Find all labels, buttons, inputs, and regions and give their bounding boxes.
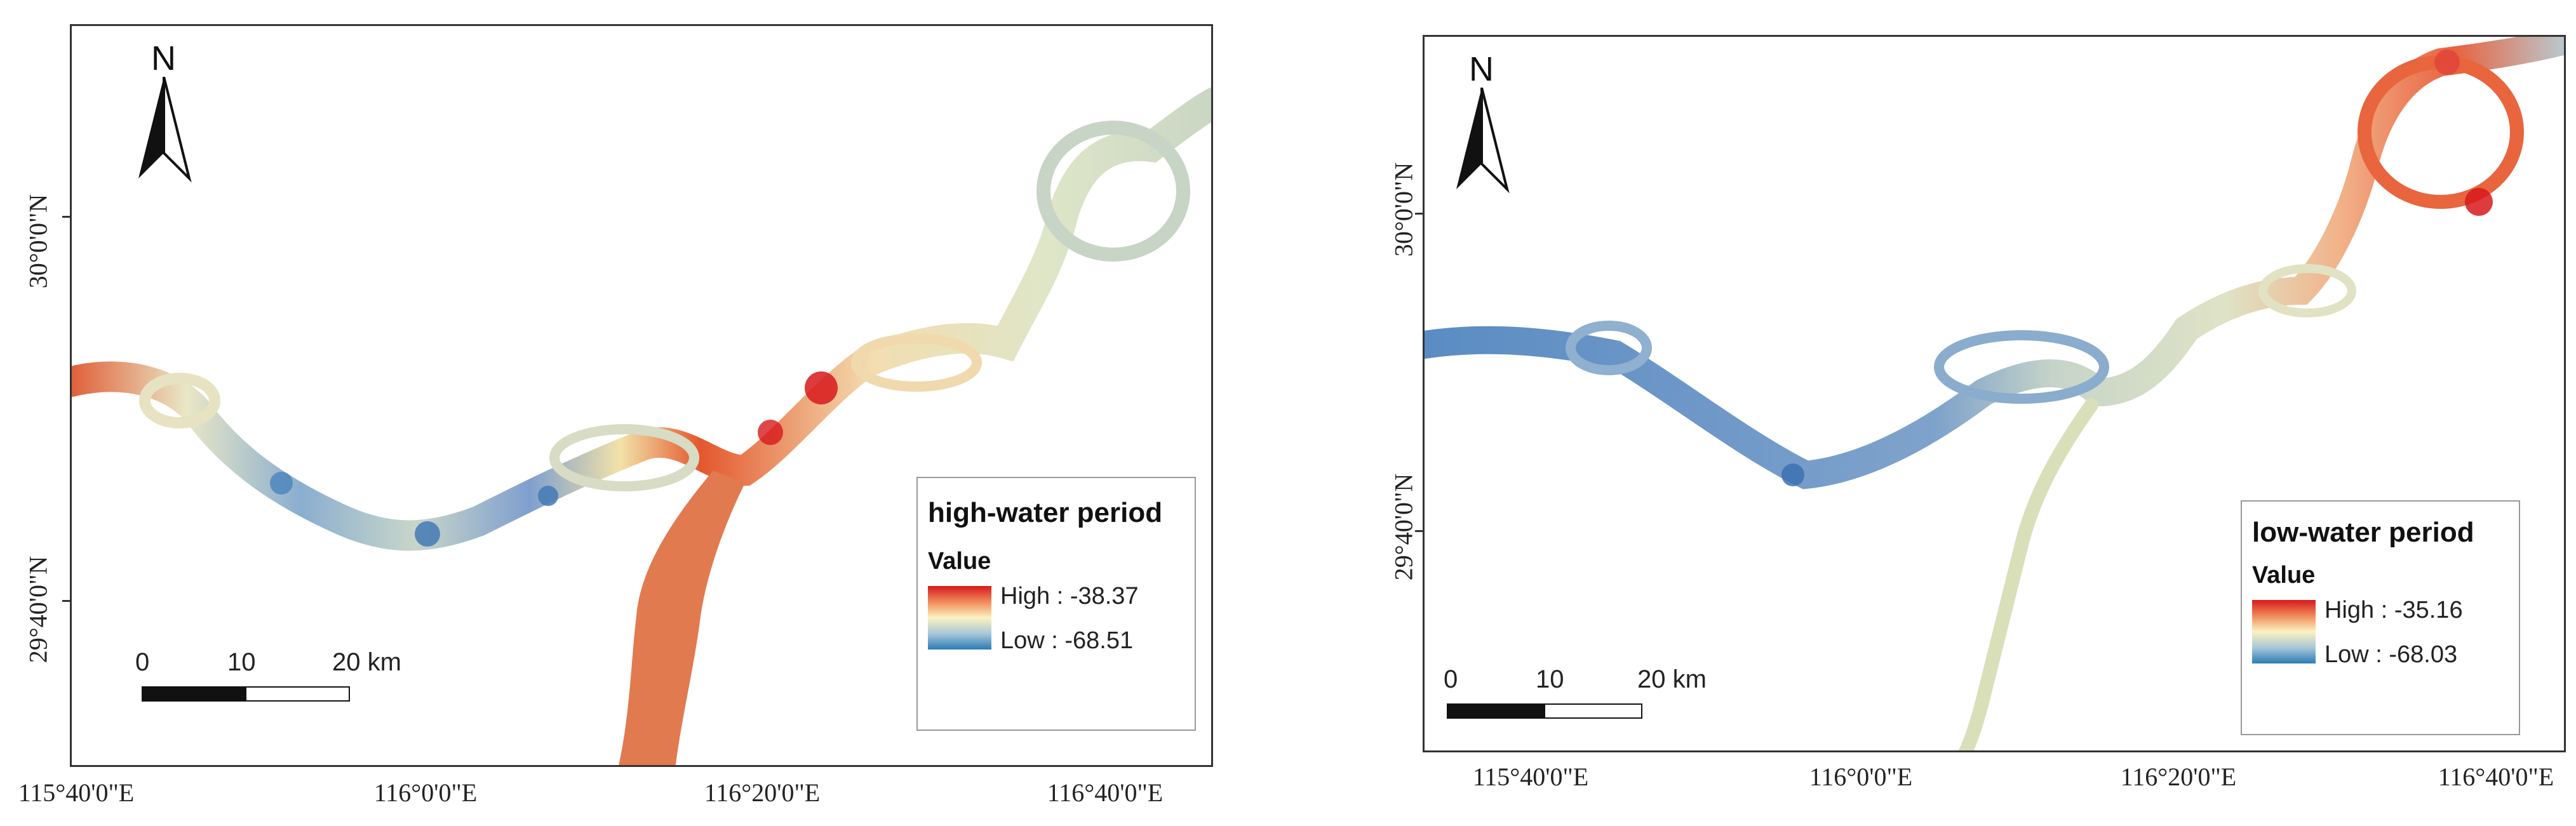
river-map-canvas (1425, 37, 2564, 750)
scale-label-0: 0 (1444, 665, 1458, 693)
low-value-spot (415, 521, 440, 547)
legend: high-water period Value High : -38.37 Lo… (916, 477, 1196, 731)
river-island (2258, 264, 2356, 317)
high-water-map-panel: N high-water period Value High : -38.37 … (0, 0, 1213, 826)
legend-value-label: Value (2252, 562, 2316, 589)
y-tickmark (62, 216, 71, 218)
y-tick-29-40N: 29°40'0"N (1389, 473, 1418, 581)
low-value-spot (1781, 463, 1804, 486)
high-value-spot (758, 420, 783, 445)
x-tick-115-40E: 115°40'0"E (1472, 763, 1589, 791)
x-tick-115-40E: 115°40'0"E (18, 778, 135, 807)
map-frame: N low-water period Value High : -35.16 L… (1423, 35, 2566, 752)
north-arrow: N (1450, 50, 1513, 202)
north-arrow: N (132, 39, 196, 191)
scale-bar-white (1544, 703, 1642, 719)
river-island (1934, 330, 2109, 404)
x-tick-116-40E: 116°40'0"E (1047, 778, 1164, 807)
x-tick-116-20E: 116°20'0"E (2120, 763, 2237, 791)
river-island (549, 424, 699, 491)
scale-bar-black (1447, 703, 1545, 719)
x-tick-116-40E: 116°40'0"E (2438, 763, 2554, 791)
legend-low: Low : -68.03 (2324, 641, 2458, 668)
river-island (1036, 121, 1190, 262)
tributary-channel (619, 470, 745, 765)
scale-label-0: 0 (135, 648, 150, 676)
north-label: N (151, 39, 176, 77)
y-tick-30N: 30°0'0"N (1389, 162, 1418, 257)
map-frame: N high-water period Value High : -38.37 … (70, 24, 1213, 767)
x-tick-116-20E: 116°20'0"E (704, 778, 821, 807)
high-value-spot (2465, 188, 2493, 216)
color-ramp (928, 586, 991, 649)
river-map-canvas (72, 87, 1211, 765)
scale-label-10: 10 (227, 648, 256, 676)
color-ramp (2252, 600, 2316, 663)
scale-bar-black (142, 686, 246, 702)
legend-high: High : -38.37 (1000, 583, 1139, 610)
scale-label-20: 20 km (1637, 665, 1707, 693)
legend-low: Low : -68.51 (1000, 627, 1134, 654)
river-island (851, 333, 982, 392)
north-arrow-icon (138, 77, 192, 183)
legend-title: low-water period (2252, 517, 2474, 548)
high-value-spot (2434, 50, 2460, 75)
y-tickmark (1415, 530, 1424, 532)
scale-label-10: 10 (1536, 665, 1564, 693)
legend: low-water period Value High : -35.16 Low… (2241, 500, 2520, 735)
y-tickmark (62, 600, 71, 602)
low-value-spot (538, 486, 558, 506)
legend-value-label: Value (928, 548, 991, 575)
river-channel (1425, 37, 2564, 490)
north-label: N (1469, 50, 1494, 88)
low-water-map-panel: N low-water period Value High : -35.16 L… (1389, 0, 2576, 826)
y-tick-29-40N: 29°40'0"N (23, 556, 53, 663)
y-tick-30N: 30°0'0"N (23, 194, 53, 289)
y-tickmark (1415, 213, 1424, 215)
scale-label-20: 20 km (332, 648, 401, 676)
legend-title: high-water period (928, 497, 1163, 528)
river-island (139, 373, 220, 429)
river-island (1566, 321, 1652, 375)
x-tick-116-0E: 116°0'0"E (373, 778, 478, 807)
north-arrow-icon (1456, 88, 1510, 194)
high-value-spot (805, 371, 838, 404)
scale-bar-white (245, 686, 350, 702)
tributary-channel (1958, 398, 2098, 750)
legend-high: High : -35.16 (2324, 597, 2463, 623)
x-tick-116-0E: 116°0'0"E (1809, 763, 1913, 791)
low-value-spot (270, 472, 293, 495)
